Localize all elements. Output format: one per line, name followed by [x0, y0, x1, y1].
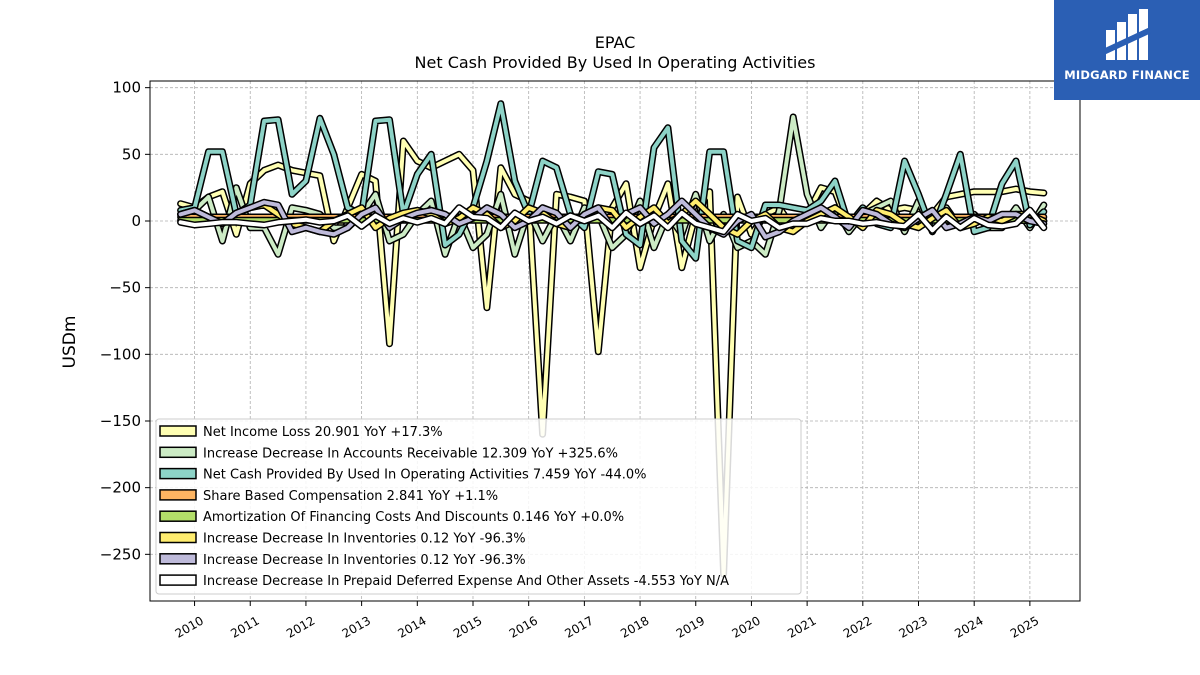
- x-tick-label: 2014: [395, 613, 428, 640]
- legend-box: [155, 418, 802, 595]
- legend-item: Net Income Loss 20.901 YoY +17.3%: [159, 425, 443, 440]
- legend-label: Increase Decrease In Accounts Receivable…: [203, 446, 618, 461]
- y-tick-label: −150: [100, 412, 141, 430]
- legend-item: Increase Decrease In Prepaid Deferred Ex…: [159, 574, 729, 589]
- legend-swatch: [159, 446, 197, 459]
- legend-label: Increase Decrease In Inventories 0.12 Yo…: [203, 532, 526, 547]
- legend-swatch: [159, 425, 197, 437]
- brand-name: MIDGARD FINANCE: [1064, 68, 1190, 82]
- x-tick-label: 2022: [841, 613, 874, 640]
- series-line: [177, 197, 1048, 238]
- x-tick-label: 2012: [284, 613, 317, 640]
- brand-logo: MIDGARD FINANCE: [1054, 0, 1200, 100]
- y-axis-label: USDm: [60, 316, 80, 369]
- legend-swatch: [159, 574, 197, 586]
- x-tick-label: 2015: [451, 613, 484, 640]
- x-tick-label: 2016: [507, 613, 540, 640]
- legend-item: Share Based Compensation 2.841 YoY +1.1%: [159, 489, 498, 504]
- y-tick-label: 100: [112, 79, 141, 97]
- legend-item: Increase Decrease In Accounts Receivable…: [159, 446, 618, 461]
- x-tick-label: 2011: [228, 613, 261, 640]
- chart-title: EPAC: [594, 33, 636, 52]
- legend-item: Net Cash Provided By Used In Operating A…: [159, 467, 646, 483]
- x-tick-label: 2017: [562, 613, 595, 640]
- legend-item: Increase Decrease In Inventories 0.12 Yo…: [159, 531, 526, 547]
- y-tick-label: −50: [109, 279, 141, 297]
- x-tick-label: 2021: [785, 613, 818, 640]
- legend-swatch: [159, 489, 197, 501]
- legend-swatch: [159, 531, 197, 544]
- legend-label: Net Income Loss 20.901 YoY +17.3%: [203, 425, 443, 440]
- x-tick-label: 2010: [173, 613, 206, 640]
- legend-swatch: [159, 510, 197, 522]
- legend-label: Amortization Of Financing Costs And Disc…: [203, 510, 624, 525]
- y-tick-label: −250: [100, 545, 141, 563]
- x-tick-label: 2018: [618, 613, 651, 640]
- x-tick-label: 2025: [1008, 613, 1041, 640]
- legend-label: Share Based Compensation 2.841 YoY +1.1%: [203, 489, 498, 504]
- series-line: [177, 204, 1048, 236]
- y-tick-label: −100: [100, 345, 141, 363]
- y-tick-label: 0: [131, 212, 141, 230]
- legend-swatch: [159, 467, 197, 480]
- x-tick-label: 2020: [729, 613, 762, 640]
- x-tick-label: 2019: [674, 613, 707, 640]
- chart-legend: Net Income Loss 20.901 YoY +17.3% Increas…: [155, 418, 802, 595]
- brand-mark-icon: [1103, 9, 1151, 60]
- legend-label: Increase Decrease In Inventories 0.12 Yo…: [203, 553, 526, 568]
- plot-frame: [149, 80, 1081, 602]
- y-tick-label: −200: [100, 479, 141, 497]
- series-stroke: [178, 205, 1046, 234]
- x-tick-label: 2024: [952, 613, 985, 640]
- series-stroke: [178, 199, 1046, 237]
- y-tick-label: 50: [122, 145, 141, 163]
- x-tick-label: 2013: [340, 613, 373, 640]
- legend-label: Net Cash Provided By Used In Operating A…: [203, 468, 646, 483]
- legend-swatch: [159, 553, 197, 565]
- chart-series-lines: [177, 100, 1048, 578]
- legend-label: Increase Decrease In Prepaid Deferred Ex…: [203, 574, 729, 589]
- x-tick-label: 2023: [897, 613, 930, 640]
- series-line: [177, 100, 1048, 262]
- series-stroke: [178, 101, 1046, 261]
- legend-item: Increase Decrease In Inventories 0.12 Yo…: [159, 553, 526, 568]
- legend-item: Amortization Of Financing Costs And Disc…: [159, 510, 624, 525]
- chart-subtitle: Net Cash Provided By Used In Operating A…: [414, 53, 816, 72]
